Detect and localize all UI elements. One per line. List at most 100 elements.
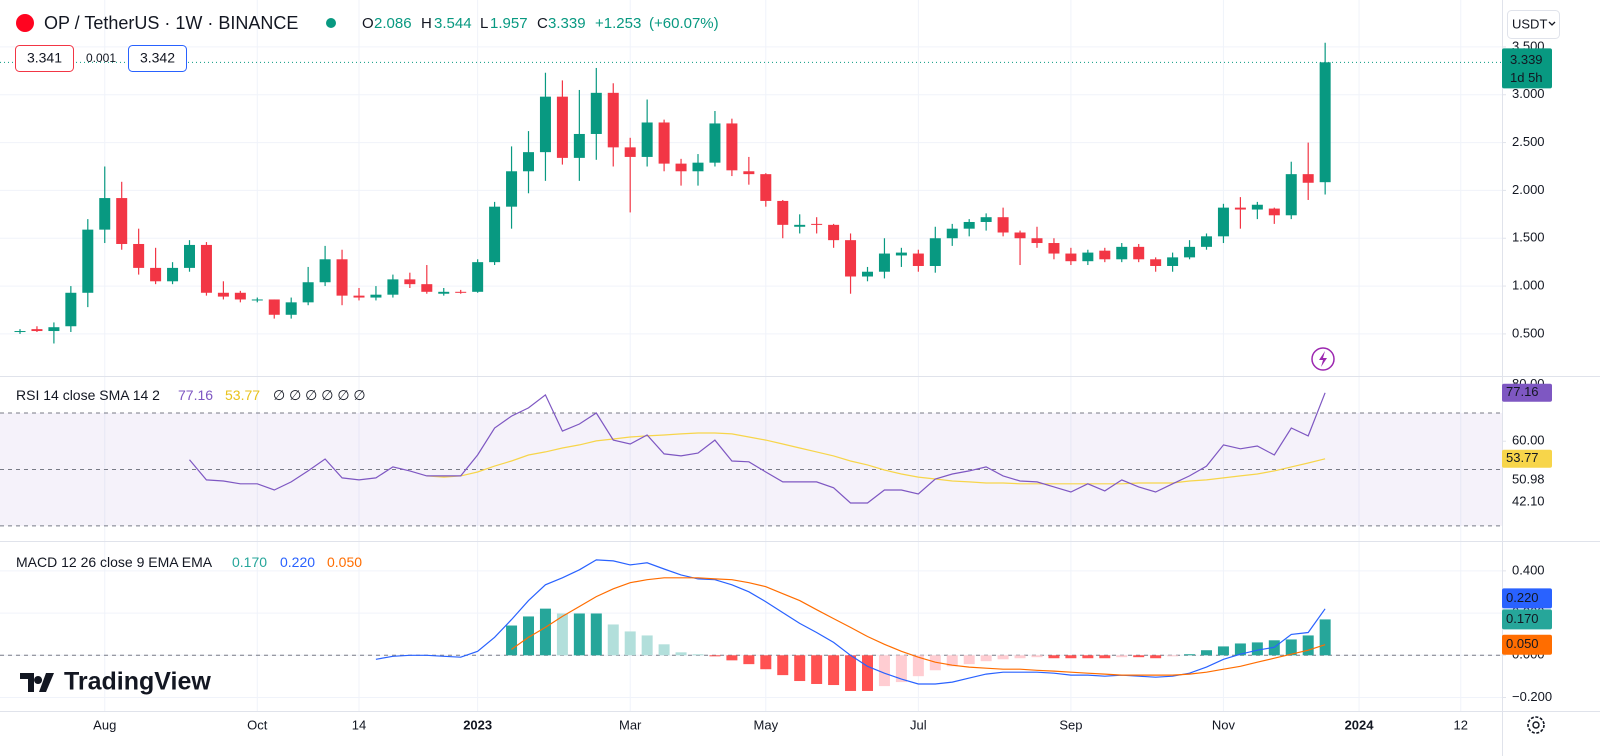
x-tick-label: 12 <box>1454 717 1468 732</box>
series-line <box>375 559 1326 685</box>
candle-body <box>1268 208 1280 216</box>
candle-body <box>1150 259 1162 266</box>
candle-body <box>1099 250 1111 260</box>
x-tick-label: Oct <box>247 717 268 732</box>
dropdown-box[interactable] <box>1507 10 1560 39</box>
last-price: 3.339 <box>1510 52 1543 67</box>
candle-body <box>760 174 772 201</box>
ask-button[interactable] <box>128 45 187 72</box>
signal-value: 0.050 <box>327 554 362 570</box>
histogram-bar <box>862 655 873 691</box>
histogram-bar <box>523 616 534 656</box>
candle-body <box>489 206 501 263</box>
histogram-bar <box>828 655 840 686</box>
na-values: ∅ ∅ ∅ ∅ ∅ ∅ <box>273 387 366 403</box>
histogram-bar <box>641 635 653 656</box>
candle-body <box>1251 204 1263 210</box>
histogram-bar <box>1319 619 1331 656</box>
high-label: H <box>421 15 432 32</box>
candle-body <box>251 299 263 301</box>
candle-body <box>438 291 450 294</box>
candle-body <box>336 259 348 296</box>
ohlc-legend: O 2.086 H 3.544 L 1.957 C 3.339 +1.253 (… <box>362 15 719 32</box>
candle-body <box>1184 246 1196 258</box>
y-tick-label: 1.000 <box>1512 278 1545 293</box>
candle-body <box>184 244 195 268</box>
candle-body <box>963 221 975 229</box>
histogram-bar <box>794 655 806 682</box>
close-value: 3.339 <box>548 15 586 32</box>
candle-body <box>14 331 26 333</box>
histogram-bar <box>963 655 975 665</box>
candle-body <box>319 259 331 283</box>
candle-body <box>1217 207 1229 237</box>
candle-body <box>1014 232 1026 239</box>
histogram-bar <box>506 625 518 656</box>
candle-body <box>285 302 297 315</box>
alert-icon[interactable] <box>1311 347 1335 371</box>
histogram-bar <box>658 644 670 656</box>
histogram-bar <box>539 608 551 656</box>
candle-body <box>641 122 653 157</box>
value-badge <box>1502 609 1552 630</box>
currency-dropdown[interactable]: USDT <box>1507 10 1560 39</box>
settings[interactable] <box>1527 716 1545 734</box>
candle-body <box>1319 62 1331 183</box>
histogram-bar <box>1285 639 1297 656</box>
open-value: 2.086 <box>374 15 412 32</box>
candle-body <box>573 133 585 158</box>
candle-body <box>82 229 94 293</box>
candle-body <box>1285 174 1297 216</box>
candle-body <box>353 295 365 298</box>
last-price-badge <box>1502 48 1552 89</box>
candle-body <box>370 294 382 298</box>
histogram-bar <box>607 624 619 656</box>
histogram-bar <box>845 655 857 691</box>
histogram-bar <box>1099 655 1111 659</box>
candle-body <box>777 200 789 225</box>
candle-body <box>268 299 280 315</box>
plot <box>0 42 1502 691</box>
histogram-bar <box>895 655 907 683</box>
price-axis: Aug Oct 14 2023 Mar May Jul Sep Nov 2024 12 0.500 1.… <box>93 38 1552 732</box>
x-tick-label: May <box>754 717 779 732</box>
y-tick-label: 3.000 <box>1512 86 1545 101</box>
axis-label: 50.98 <box>1512 471 1545 486</box>
candle-body <box>472 262 484 292</box>
macd-legend: MACD 12 26 close 9 EMA EMA 0.170 0.220 0… <box>16 554 362 570</box>
candle-body <box>217 292 229 297</box>
candle-body <box>980 217 992 222</box>
histogram-bar <box>1031 655 1043 658</box>
candle-body <box>726 123 738 171</box>
bid-button[interactable] <box>15 45 74 72</box>
series-line <box>511 577 1326 676</box>
candle-body <box>692 162 704 172</box>
open-label: O <box>362 15 374 32</box>
value-badge <box>1502 588 1552 609</box>
value-badge-text: 53.77 <box>1506 450 1539 465</box>
sma-value: 53.77 <box>225 387 260 403</box>
y-tick-label: −0.200 <box>1512 689 1552 704</box>
candle-body <box>1048 243 1060 254</box>
histogram-bar <box>912 655 924 677</box>
histogram-bar <box>1014 655 1026 659</box>
histogram-bar <box>573 613 585 656</box>
spread: 0.001 <box>86 51 116 65</box>
rsi-legend: RSI 14 close SMA 14 2 77.16 53.77 ∅ ∅ ∅ … <box>16 387 366 403</box>
candle-body <box>1302 174 1314 183</box>
candle-body <box>99 198 111 230</box>
y-tick-label: 0.500 <box>1512 325 1545 340</box>
candle-body <box>116 198 128 244</box>
value-badge-text: 0.220 <box>1506 590 1539 605</box>
candle-body <box>997 217 1009 233</box>
logo: TradingView <box>20 668 211 696</box>
x-tick-label: Nov <box>1212 717 1236 732</box>
candle-body <box>556 96 568 158</box>
candle-body <box>811 223 823 225</box>
candle-body <box>1201 236 1212 247</box>
candle-body <box>845 240 857 277</box>
histogram-bar <box>1302 635 1314 656</box>
candle-body <box>1133 246 1145 260</box>
x-tick-label: Mar <box>619 717 642 732</box>
